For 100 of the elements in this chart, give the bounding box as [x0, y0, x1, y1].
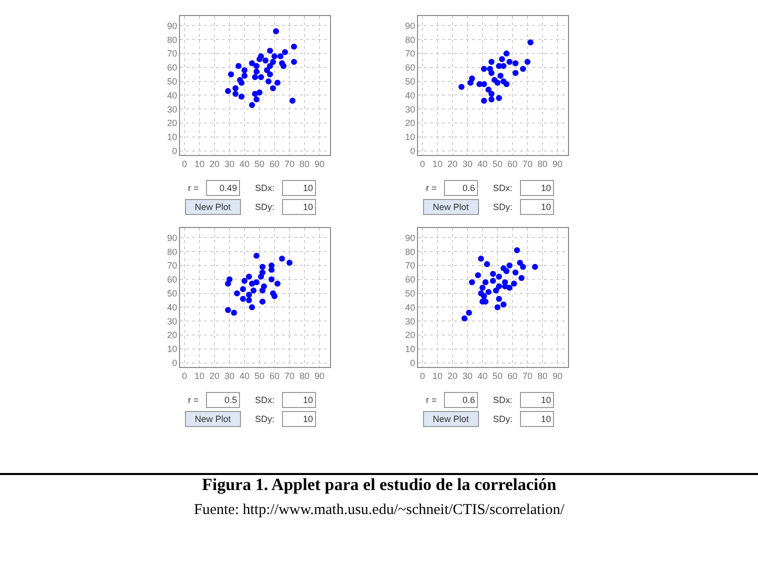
x-tick-label: 30: [224, 158, 235, 169]
y-tick-label: 50: [167, 76, 178, 86]
text: r =: [426, 395, 437, 405]
x-tick-label: 80: [299, 158, 310, 169]
text: SDx:: [493, 183, 513, 193]
x-tick-label: 10: [194, 158, 205, 169]
point: [476, 81, 482, 88]
text: SDy:: [255, 414, 275, 424]
point: [506, 284, 512, 291]
text: SDy:: [255, 202, 275, 212]
y-tick-label: 80: [167, 246, 178, 257]
y-tick-label: 70: [405, 48, 416, 59]
x-tick-label: 30: [462, 370, 473, 381]
text: Figura 1. Applet para el estudio de la correlación: [202, 475, 557, 494]
y-tick-label: 0: [172, 146, 178, 156]
point: [279, 256, 285, 262]
text: 10: [540, 202, 551, 212]
x-tick-label: 70: [284, 370, 295, 381]
point: [506, 58, 512, 65]
point: [475, 272, 481, 278]
point: [496, 283, 502, 290]
point: [231, 310, 237, 316]
x-tick-label: 50: [492, 158, 503, 169]
text: 0.5: [224, 395, 237, 405]
x-tick-label: 90: [552, 370, 563, 381]
point: [496, 296, 502, 302]
text: SDx:: [255, 183, 275, 193]
point: [240, 296, 246, 302]
x-tick-label: 40: [477, 370, 488, 381]
y-tick-label: 60: [167, 274, 178, 285]
x-tick-label: 60: [269, 370, 280, 381]
point: [468, 80, 474, 86]
y-tick-label: 90: [167, 232, 178, 243]
y-tick-label: 70: [167, 48, 178, 59]
y-tick-label: 10: [405, 132, 416, 142]
x-tick-label: 50: [254, 158, 265, 169]
point: [266, 78, 272, 84]
x-tick-label: 80: [299, 370, 310, 381]
x-tick-label: 10: [194, 370, 205, 381]
point: [280, 63, 286, 70]
point: [499, 56, 505, 62]
point: [482, 279, 488, 286]
text: 0.6: [462, 183, 475, 193]
y-tick-label: 40: [405, 302, 416, 312]
y-tick-label: 80: [167, 34, 178, 45]
x-tick-label: 30: [224, 370, 235, 381]
y-tick-label: 20: [167, 118, 178, 128]
point: [246, 274, 252, 280]
point: [249, 304, 255, 310]
y-tick-label: 60: [405, 274, 416, 285]
y-tick-label: 40: [167, 90, 178, 100]
point: [242, 67, 248, 74]
point: [282, 49, 288, 56]
point: [240, 286, 246, 292]
point: [270, 85, 276, 92]
point: [228, 71, 234, 78]
point: [225, 307, 231, 314]
x-tick-label: 70: [522, 158, 533, 169]
y-tick-label: 20: [405, 330, 416, 340]
point: [270, 58, 276, 65]
point: [496, 274, 502, 280]
point: [272, 293, 278, 300]
x-tick-label: 20: [447, 158, 458, 169]
text: New Plot: [432, 202, 470, 212]
point: [500, 63, 506, 70]
point: [242, 278, 248, 284]
point: [256, 89, 262, 96]
point: [291, 44, 297, 50]
x-tick-label: 80: [537, 370, 548, 381]
point: [490, 278, 496, 284]
point: [286, 260, 292, 266]
point: [238, 80, 244, 86]
text: 10: [302, 183, 313, 193]
y-tick-label: 50: [167, 288, 178, 298]
y-tick-label: 90: [405, 232, 416, 243]
point: [267, 63, 273, 70]
point: [512, 269, 518, 276]
x-tick-label: 90: [552, 158, 563, 169]
point: [488, 90, 494, 97]
point: [481, 66, 487, 72]
point: [514, 247, 520, 254]
y-tick-label: 20: [167, 330, 178, 340]
point: [504, 268, 510, 274]
text: 10: [302, 202, 313, 212]
y-tick-label: 40: [167, 302, 178, 312]
point: [512, 70, 518, 76]
point: [254, 252, 260, 259]
point: [258, 274, 264, 280]
point: [272, 53, 278, 60]
point: [267, 71, 273, 78]
x-tick-label: 0: [420, 158, 426, 169]
point: [267, 48, 273, 54]
point: [481, 98, 487, 104]
text: 10: [540, 414, 551, 424]
text: New Plot: [432, 414, 470, 424]
point: [524, 58, 530, 65]
x-tick-label: 20: [209, 370, 220, 381]
point: [478, 256, 484, 262]
point: [246, 297, 252, 304]
point: [496, 95, 502, 102]
